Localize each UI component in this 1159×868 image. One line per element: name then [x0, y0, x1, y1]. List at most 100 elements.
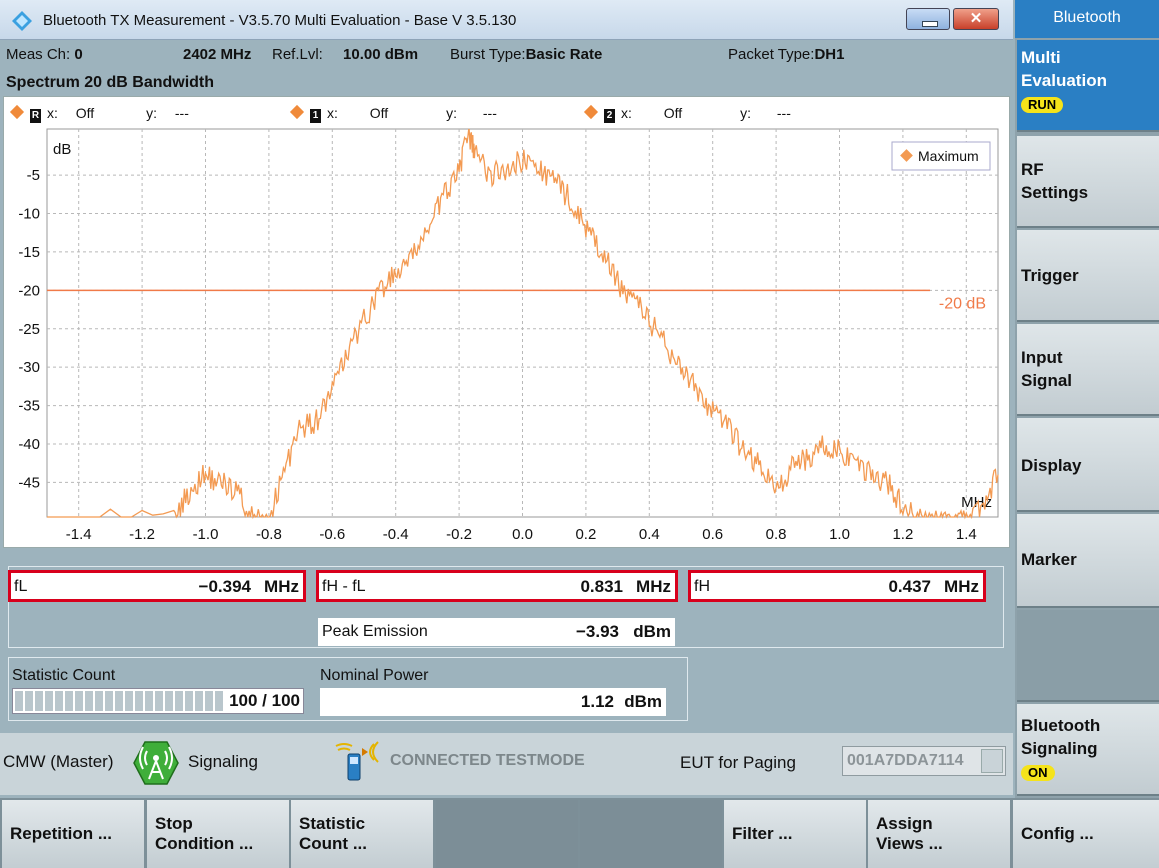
softkey-trigger[interactable]: Trigger [1017, 230, 1159, 322]
results-frame [8, 566, 1004, 648]
x-tick-label: 0.2 [575, 526, 596, 543]
softkey-repetition[interactable]: Repetition ... [2, 800, 144, 868]
packet-type-label: Packet Type: [728, 46, 815, 63]
result-fh-fl-value: 0.831 [580, 577, 623, 596]
packet-type-value: DH1 [814, 46, 845, 63]
frequency: 2402 MHz [183, 46, 251, 63]
marker-readout-2[interactable]: 2 x: Off y: --- [583, 104, 791, 123]
nominal-power-value: 1.12 [580, 692, 614, 711]
minimize-button[interactable] [906, 8, 950, 30]
softkey-rf-settings[interactable]: RF Settings [1017, 136, 1159, 228]
y-tick-label: -30 [18, 359, 40, 376]
marker-x-label: x: [47, 105, 58, 121]
softkey-label: Input [1021, 348, 1063, 367]
softkey-label: Repetition ... [10, 824, 112, 843]
x-tick-label: 0.6 [702, 526, 723, 543]
y-tick-label: -10 [18, 206, 40, 223]
y-tick-label: -20 [18, 282, 40, 299]
signaling-label: Signaling [188, 752, 258, 771]
freq-unit: MHz [220, 46, 252, 63]
softkey-label: Assign [876, 814, 933, 833]
peak-value: −3.93 [575, 622, 619, 641]
burst-type-label: Burst Type: [450, 46, 526, 63]
close-button[interactable]: ✕ [953, 8, 999, 30]
softkey-label: Count ... [299, 834, 367, 853]
softkey-statistic-count[interactable]: Statistic Count ... [291, 800, 433, 868]
eut-dropdown-icon[interactable] [981, 749, 1003, 773]
softkey-bluetooth-signaling[interactable]: Bluetooth Signaling ON [1017, 704, 1159, 796]
x-tick-label: -1.4 [66, 526, 92, 543]
statistic-progress-fill [15, 691, 225, 711]
result-fh-unit: MHz [944, 577, 979, 596]
marker-y-label: y: [446, 105, 457, 121]
softkey-empty [1017, 610, 1159, 702]
meas-channel: Meas Ch: 0 [6, 46, 83, 63]
softkey-filter[interactable]: Filter ... [724, 800, 866, 868]
softkey-label: Config ... [1021, 824, 1094, 843]
testmode-connection-icon [335, 741, 379, 781]
y-tick-label: -5 [27, 167, 40, 184]
packet-type: Packet Type:DH1 [728, 46, 844, 63]
bluetooth-header: Bluetooth [1015, 0, 1159, 38]
x-tick-label: -1.2 [129, 526, 155, 543]
run-badge: RUN [1021, 97, 1064, 113]
softkey-label: Settings [1021, 183, 1089, 202]
y-tick-label: -40 [18, 436, 40, 453]
softkey-label: Condition ... [155, 834, 254, 853]
softkey-input-signal[interactable]: Input Signal [1017, 324, 1159, 416]
x-tick-label: -0.6 [319, 526, 345, 543]
marker-y-value: --- [776, 105, 791, 121]
statistic-count-label: Statistic Count [12, 667, 116, 684]
result-fl-value: −0.394 [198, 577, 251, 596]
meas-ch-label: Meas Ch: [6, 46, 71, 63]
marker-readout-1[interactable]: 1 x: Off y: --- [289, 104, 497, 123]
softkey-label: Trigger [1021, 266, 1079, 285]
softkey-label: Marker [1021, 550, 1077, 569]
result-fl: fL −0.394 MHz [8, 570, 306, 602]
y-tick-label: -45 [18, 474, 40, 491]
result-peak-emission: Peak Emission −3.93 dBm [318, 618, 675, 646]
nominal-power-label: Nominal Power [320, 667, 429, 684]
eut-address-value: 001A7DDA7114 [847, 752, 964, 769]
cmw-master-label: CMW (Master) [3, 752, 114, 771]
softkey-empty [436, 800, 578, 868]
marker-1-icon: 1 [310, 109, 321, 123]
eut-address-field[interactable]: 001A7DDA7114 [842, 746, 1006, 776]
softkey-config[interactable]: Config ... [1013, 800, 1159, 868]
result-fh-label: fH [694, 578, 710, 595]
softkey-empty [580, 800, 722, 868]
trace-line-maximum [47, 128, 999, 520]
x-tick-label: -0.2 [446, 526, 472, 543]
softkey-display[interactable]: Display [1017, 418, 1159, 512]
marker-y-label: y: [146, 105, 157, 121]
softkey-stop-condition[interactable]: Stop Condition ... [147, 800, 289, 868]
softkey-label: Views ... [876, 834, 943, 853]
signaling-antenna-icon[interactable] [133, 741, 179, 785]
result-fh-fl: fH - fL 0.831 MHz [316, 570, 678, 602]
result-fl-label: fL [14, 578, 28, 595]
softkey-assign-views[interactable]: Assign Views ... [868, 800, 1010, 868]
softkey-marker[interactable]: Marker [1017, 514, 1159, 608]
ref-lvl-unit: dBm [384, 46, 419, 63]
right-softkey-panel: Bluetooth Multi Evaluation RUN RF Settin… [1015, 0, 1159, 868]
statistic-count-progress: 100 / 100 [12, 688, 304, 714]
ref-lvl-label: Ref.Lvl: [272, 46, 323, 63]
marker-x-label: x: [621, 105, 632, 121]
y-tick-label: -25 [18, 321, 40, 338]
x-tick-label: 0.4 [639, 526, 660, 543]
x-tick-label: 1.2 [892, 526, 913, 543]
result-fh-value: 0.437 [888, 577, 931, 596]
softkey-label: Signaling [1021, 739, 1098, 758]
app-logo-icon [12, 11, 32, 31]
softkey-label: Evaluation [1021, 71, 1107, 90]
x-tick-label: -0.4 [383, 526, 409, 543]
softkey-multi-evaluation[interactable]: Multi Evaluation RUN [1017, 40, 1159, 132]
result-fh-fl-unit: MHz [636, 577, 671, 596]
softkey-label: Stop [155, 814, 193, 833]
softkey-label: Filter ... [732, 824, 793, 843]
nominal-power-unit: dBm [624, 692, 662, 711]
threshold-label: -20 dB [939, 295, 986, 312]
result-fh: fH 0.437 MHz [688, 570, 986, 602]
